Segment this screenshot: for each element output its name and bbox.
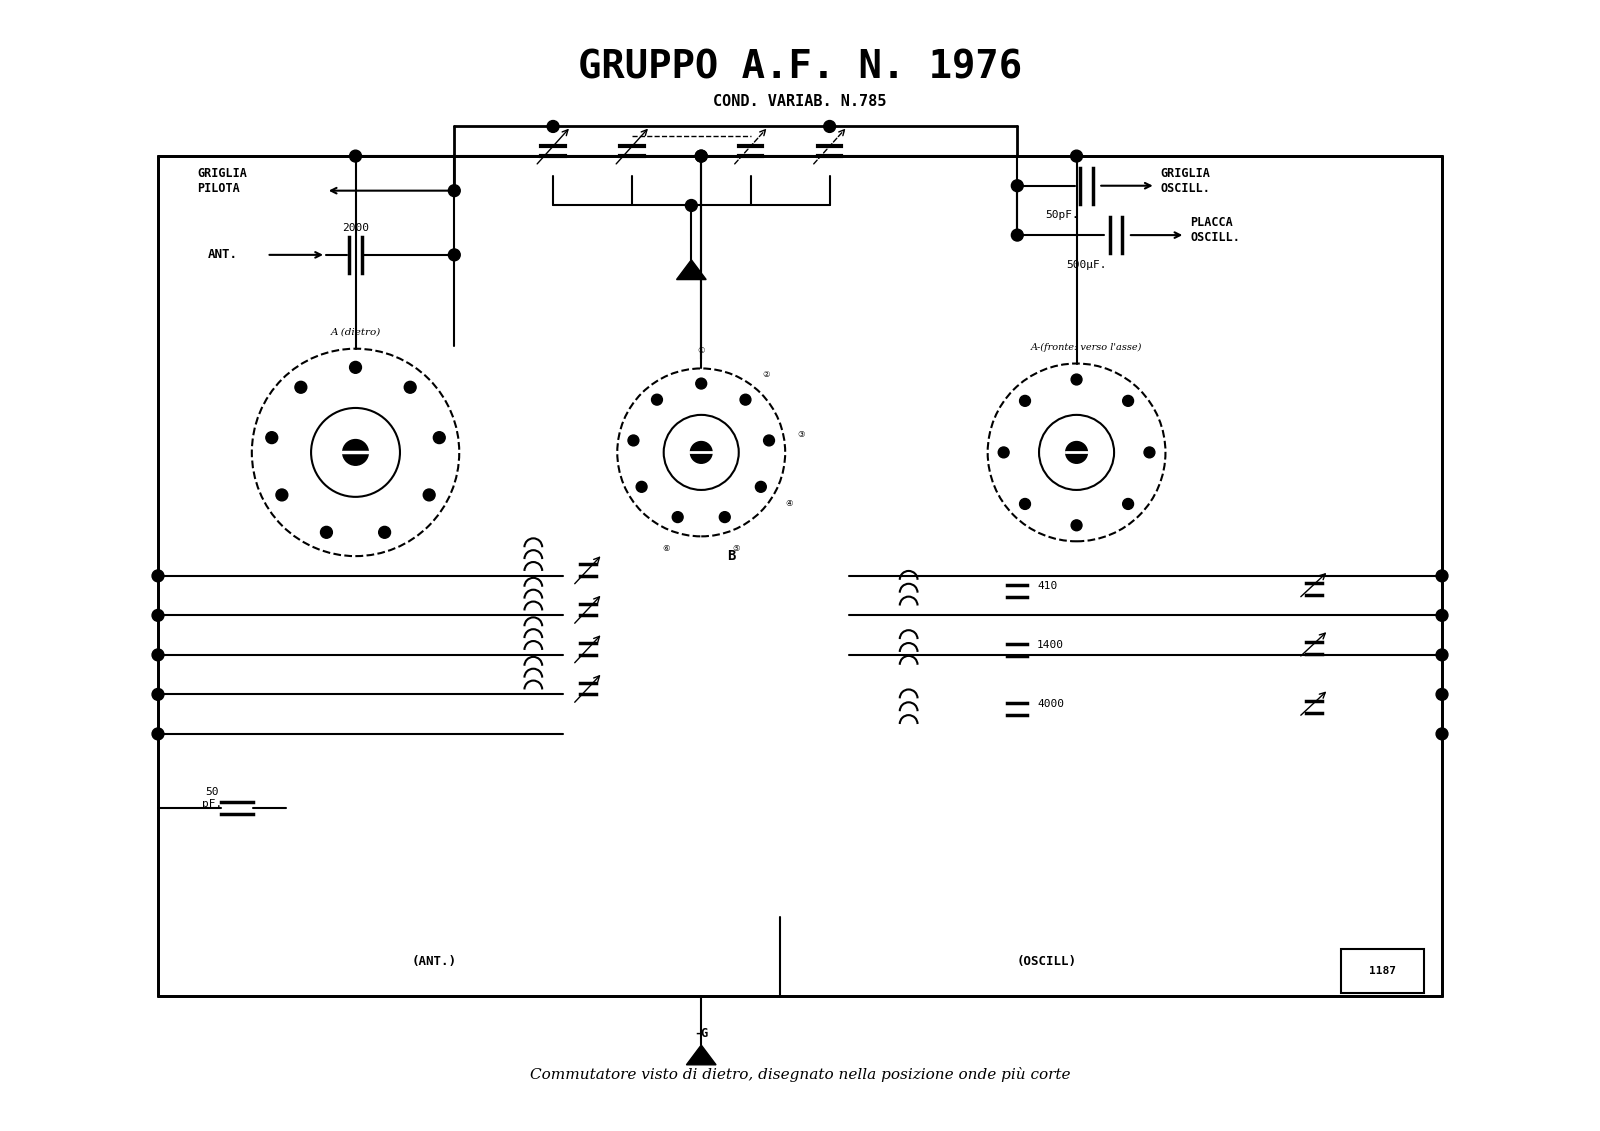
Circle shape xyxy=(448,249,461,261)
Text: 500μF.: 500μF. xyxy=(1066,260,1107,269)
Circle shape xyxy=(824,121,835,132)
Text: ⑥: ⑥ xyxy=(662,544,670,553)
Text: ANT.: ANT. xyxy=(208,249,237,261)
Text: ④: ④ xyxy=(786,499,794,508)
Circle shape xyxy=(342,440,368,465)
Circle shape xyxy=(685,199,698,211)
Circle shape xyxy=(998,447,1010,458)
Text: GRIGLIA
PILOTA: GRIGLIA PILOTA xyxy=(197,166,248,195)
Circle shape xyxy=(152,728,163,740)
Circle shape xyxy=(755,482,766,492)
Text: ①: ① xyxy=(698,346,706,355)
Text: COND. VARIAB. N.785: COND. VARIAB. N.785 xyxy=(714,94,886,110)
Circle shape xyxy=(651,395,662,405)
Circle shape xyxy=(1066,441,1088,464)
Circle shape xyxy=(320,526,333,538)
Circle shape xyxy=(696,150,707,162)
Circle shape xyxy=(1437,728,1448,740)
Text: ⑤: ⑤ xyxy=(733,544,739,553)
Circle shape xyxy=(696,150,707,162)
Circle shape xyxy=(1070,150,1083,162)
FancyBboxPatch shape xyxy=(1341,949,1424,993)
Circle shape xyxy=(547,121,558,132)
Circle shape xyxy=(1437,689,1448,700)
Text: A (dietro): A (dietro) xyxy=(331,328,381,337)
Text: ③: ③ xyxy=(798,430,805,439)
Circle shape xyxy=(152,610,163,621)
Circle shape xyxy=(1123,396,1133,406)
Circle shape xyxy=(1437,570,1448,581)
Text: Commutatore visto di dietro, disegnato nella posizione onde più corte: Commutatore visto di dietro, disegnato n… xyxy=(530,1068,1070,1082)
Circle shape xyxy=(1144,447,1155,458)
Text: 4000: 4000 xyxy=(1037,699,1064,709)
Circle shape xyxy=(1019,499,1030,509)
Circle shape xyxy=(379,526,390,538)
Text: A-(fronte: verso l'asse): A-(fronte: verso l'asse) xyxy=(1030,343,1142,352)
Circle shape xyxy=(690,441,712,464)
Text: 50
pF.: 50 pF. xyxy=(202,787,222,809)
Text: 410: 410 xyxy=(1037,580,1058,590)
Circle shape xyxy=(349,362,362,373)
Polygon shape xyxy=(686,1045,717,1064)
Circle shape xyxy=(152,649,163,661)
Text: 1400: 1400 xyxy=(1037,640,1064,650)
Text: 2000: 2000 xyxy=(342,223,370,233)
Circle shape xyxy=(448,184,461,197)
Circle shape xyxy=(434,432,445,443)
Text: PLACCA
OSCILL.: PLACCA OSCILL. xyxy=(1190,216,1240,244)
Circle shape xyxy=(1070,374,1082,385)
Circle shape xyxy=(424,489,435,501)
Circle shape xyxy=(696,378,707,389)
Circle shape xyxy=(1437,649,1448,661)
Circle shape xyxy=(405,381,416,394)
Text: ②: ② xyxy=(763,370,770,379)
Circle shape xyxy=(1011,180,1024,191)
Circle shape xyxy=(1123,499,1133,509)
Polygon shape xyxy=(677,260,706,279)
Circle shape xyxy=(275,489,288,501)
Text: 50pF.: 50pF. xyxy=(1045,210,1078,221)
Text: GRUPPO A.F. N. 1976: GRUPPO A.F. N. 1976 xyxy=(578,49,1022,86)
Text: (OSCILL): (OSCILL) xyxy=(1018,955,1077,968)
Circle shape xyxy=(720,511,730,523)
Text: (ANT.): (ANT.) xyxy=(413,955,458,968)
Circle shape xyxy=(672,511,683,523)
Circle shape xyxy=(637,482,646,492)
Circle shape xyxy=(152,570,163,581)
Circle shape xyxy=(349,150,362,162)
Circle shape xyxy=(1437,610,1448,621)
Circle shape xyxy=(1011,230,1024,241)
Text: B: B xyxy=(726,550,734,563)
Circle shape xyxy=(741,395,750,405)
Text: GRIGLIA
OSCILL.: GRIGLIA OSCILL. xyxy=(1160,166,1210,195)
Circle shape xyxy=(152,689,163,700)
Circle shape xyxy=(266,432,278,443)
Circle shape xyxy=(294,381,307,394)
Text: 1187: 1187 xyxy=(1370,966,1397,976)
Circle shape xyxy=(763,435,774,446)
Circle shape xyxy=(1019,396,1030,406)
Text: -G: -G xyxy=(694,1027,709,1039)
Circle shape xyxy=(1070,520,1082,530)
Circle shape xyxy=(627,435,638,446)
